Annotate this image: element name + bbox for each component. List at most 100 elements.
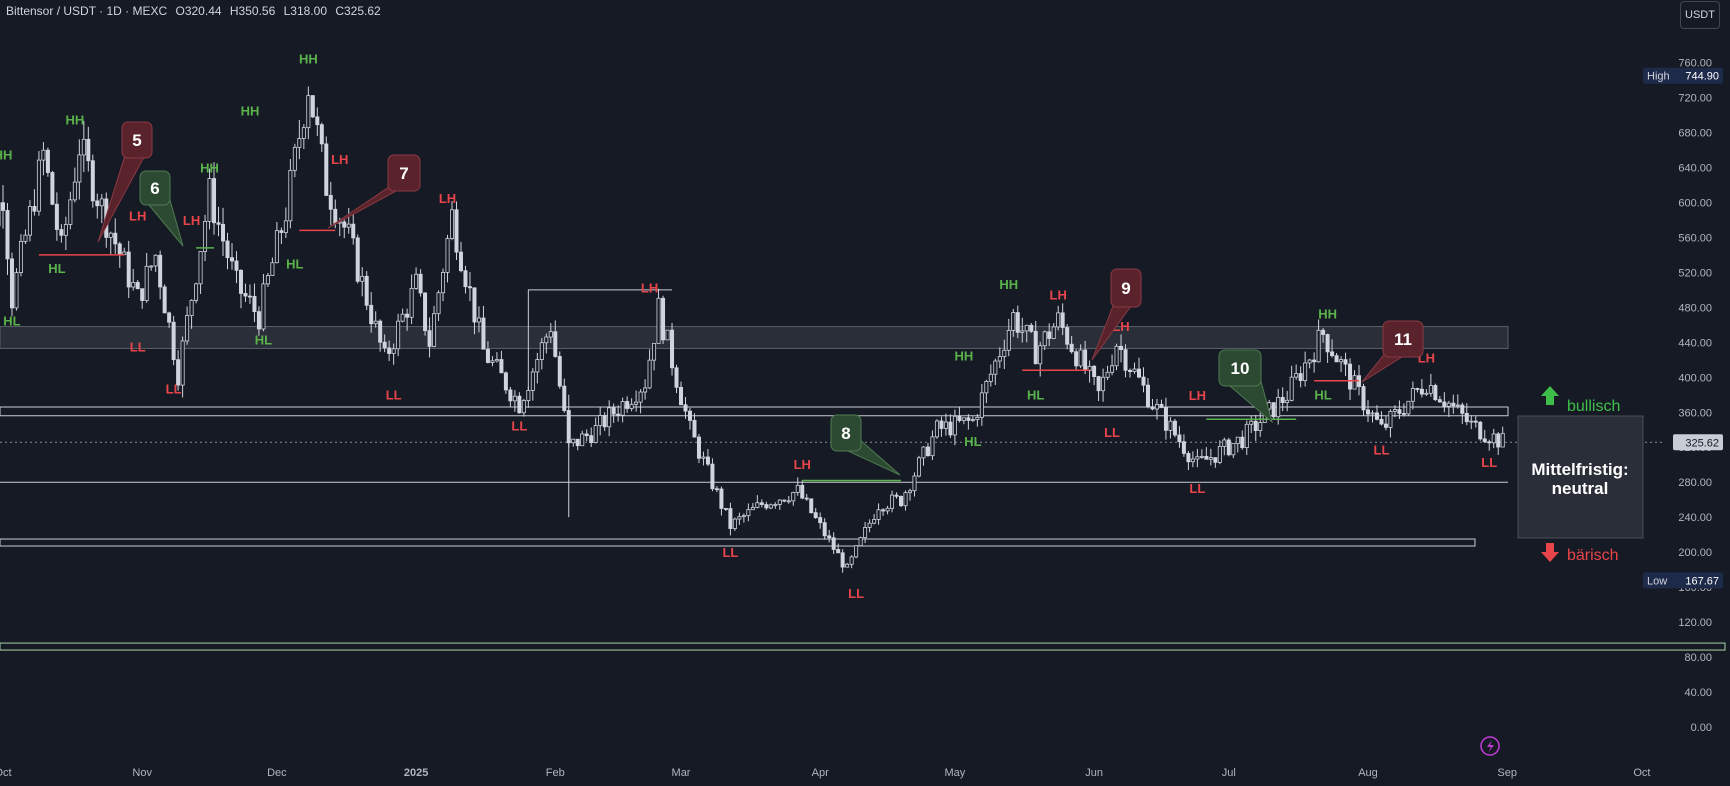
callout-bubble[interactable] [830,414,862,452]
candle-body [1038,345,1043,365]
candle-body [952,415,957,436]
candle-body [1343,359,1348,365]
swing-label-ll: LL [1189,481,1205,496]
callout-bubble[interactable] [387,154,421,192]
candle-body [1258,422,1263,431]
candle-body [1334,355,1339,363]
candle-body [135,282,140,290]
candle-body [602,415,607,428]
candle-body [979,392,984,418]
candle-body [616,413,621,416]
candle-body [894,494,899,497]
y-tick-label: 560.00 [1678,232,1712,244]
candle-body [1177,434,1182,443]
candle-body [773,504,778,506]
candle-body [849,556,854,565]
candle-body [1496,433,1501,448]
candle-body [1051,326,1056,339]
x-tick-label: Sep [1497,767,1517,779]
candle-body [247,295,252,298]
candle-body [908,490,913,494]
candle-body [234,260,239,271]
candle-body [1401,413,1406,415]
swing-label-hh: HH [299,51,318,66]
callout-bubble[interactable] [139,170,171,206]
candle-body [45,149,50,173]
candle-body [1500,432,1505,448]
candle-body [643,387,648,393]
candle-body [1159,403,1164,408]
y-tick-label: 480.00 [1678,302,1712,314]
candle-body [1069,343,1074,353]
candle-body [140,288,145,301]
candle-body [1020,330,1025,333]
lightning-icon[interactable] [1480,736,1500,756]
candle-body [526,390,531,402]
currency-button[interactable]: USDT [1680,1,1720,29]
candle-body [301,127,306,139]
callout-bubble[interactable] [1218,349,1262,387]
candle-body [984,381,989,394]
candle-body [1285,399,1290,403]
candle-body [544,336,549,344]
candle-body [1132,368,1137,372]
candle-body [1298,373,1303,381]
swing-label-ll: LL [386,388,402,403]
candle-body [575,438,580,447]
candle-body [629,403,634,409]
candle-body [494,359,499,362]
y-tick-label: 720.00 [1678,93,1712,105]
candle-body [571,438,576,444]
candle-body [1110,365,1115,373]
candle-body [1168,420,1173,431]
candle-body [777,499,782,505]
candle-body [198,251,203,285]
price-tag-label: Low [1647,575,1667,587]
candle-body [207,178,212,222]
candle-body [131,282,136,288]
swing-label-hh: HH [241,104,260,119]
callout-bubble[interactable] [1382,320,1424,358]
candle-body [194,283,199,301]
callout-bubble[interactable] [1110,268,1142,308]
candle-body [948,421,953,436]
swing-label-hh: HH [65,112,84,127]
candle-body [1042,331,1047,347]
candle-body [1366,409,1371,415]
candle-body [1397,409,1402,414]
candle-body [1083,349,1088,372]
candle-body [1469,420,1474,423]
candle-body [1123,349,1128,371]
candle-body [355,237,360,282]
swing-label-hl: HL [1027,388,1044,403]
candle-body [1199,455,1204,458]
candle-body [831,537,836,550]
price-tag [1643,67,1723,84]
candle-body [450,209,455,239]
candle-body [481,317,486,350]
candle-body [809,498,814,514]
candle-body [961,417,966,421]
candle-body [719,488,724,509]
candle-body [108,232,113,238]
swing-label-hl: HL [1314,388,1331,403]
candle-body [679,386,684,406]
candle-body [1208,457,1213,460]
range-marker [527,289,673,408]
candle-body [396,320,401,350]
candle-body [1433,385,1438,401]
callout-bubble[interactable] [121,121,153,159]
candle-body [414,273,419,289]
candle-body [41,149,46,161]
candle-body [912,475,917,492]
candle-body [1446,402,1451,407]
candle-body [315,116,320,126]
candle-body [1316,329,1321,363]
candle-body [328,195,333,210]
candle-body [288,169,293,222]
candle-body [1491,433,1496,444]
candle-body [1141,376,1146,386]
high-value: H350.56 [229,4,276,18]
x-tick-label: Apr [812,767,829,779]
